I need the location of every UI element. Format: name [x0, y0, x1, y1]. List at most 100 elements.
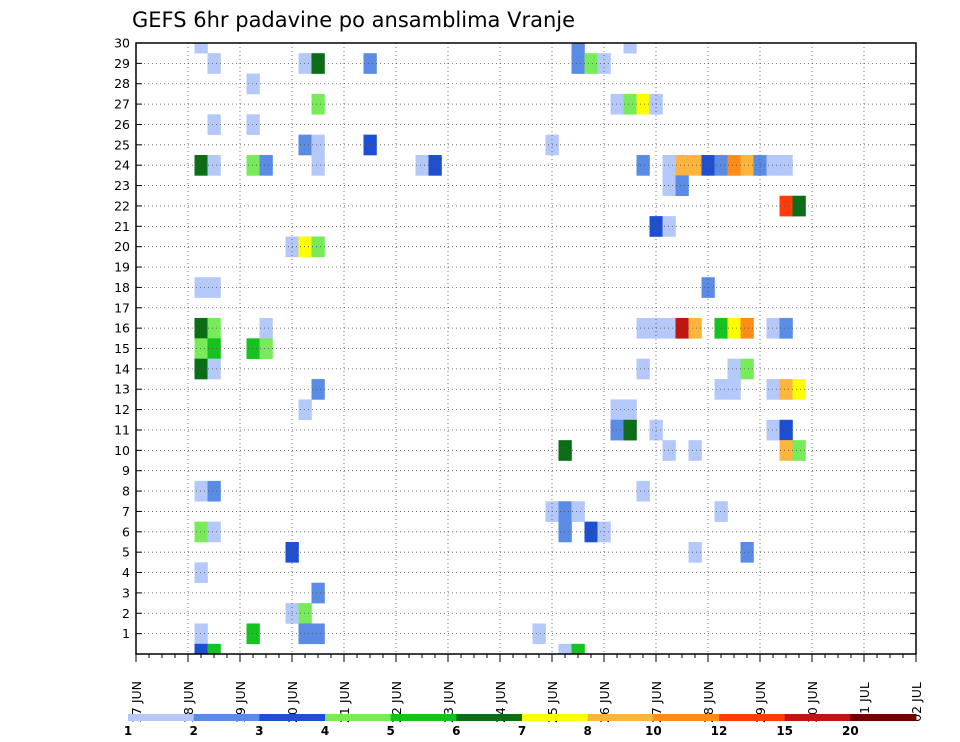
y-tick-label: 5: [122, 545, 130, 560]
precip-cell: [571, 501, 585, 522]
precip-cell: [207, 155, 221, 176]
precip-cell: [311, 623, 325, 645]
precip-cell: [584, 53, 598, 74]
precip-cell: [298, 623, 312, 645]
precip-cell: [558, 501, 572, 522]
precip-cell: [194, 480, 208, 502]
y-axis: 1234567891011121314151617181920212223242…: [114, 36, 916, 641]
precip-cell: [766, 419, 780, 441]
precip-cell: [194, 277, 208, 298]
precip-cell: [207, 53, 221, 74]
precip-cell: [246, 155, 260, 176]
precip-cell: [662, 155, 676, 176]
y-tick-label: 21: [114, 219, 130, 234]
precip-cell: [194, 623, 208, 645]
precip-cell: [207, 317, 221, 339]
legend-label: 10: [645, 724, 662, 738]
precip-cell: [571, 43, 585, 54]
precip-cell: [207, 480, 221, 502]
precip-cell: [298, 399, 312, 421]
precip-cell: [558, 643, 572, 655]
precip-cell: [311, 93, 325, 115]
precip-cell: [207, 521, 221, 543]
precip-cell: [194, 521, 208, 543]
legend-label: 6: [452, 724, 460, 738]
x-tick-label: 29 JUN: [753, 681, 768, 723]
legend-label: 3: [255, 724, 263, 738]
precip-cell: [792, 440, 806, 461]
y-tick-label: 20: [114, 239, 130, 254]
precip-cell: [558, 521, 572, 543]
precip-cell: [714, 155, 728, 176]
y-tick-label: 16: [114, 321, 130, 336]
precip-cell: [311, 134, 325, 156]
y-tick-label: 6: [122, 524, 130, 539]
legend-swatch: [587, 714, 654, 721]
legend-swatch: [653, 714, 720, 721]
precip-cell: [194, 338, 208, 359]
legend-swatch: [850, 714, 917, 721]
color-legend: 1 2 3 4 5 6 7 8 10 12 15 20: [124, 714, 917, 738]
precip-cell: [688, 155, 702, 176]
precip-cell: [246, 623, 260, 645]
y-tick-label: 3: [122, 585, 130, 600]
precip-cell: [779, 379, 793, 400]
precip-cell: [662, 440, 676, 461]
precip-cell: [415, 155, 429, 176]
x-tick-label: 25 JUN: [545, 681, 560, 723]
precip-cell: [727, 358, 741, 380]
y-tick-label: 2: [122, 606, 130, 621]
x-tick-label: 19 JUN: [233, 681, 248, 723]
precip-cell: [779, 419, 793, 441]
precip-cell: [532, 623, 546, 645]
chart-title: GEFS 6hr padavine po ansamblima Vranje: [132, 8, 575, 32]
precip-cell: [675, 175, 689, 197]
precip-cell: [779, 440, 793, 461]
precip-cell: [610, 399, 624, 421]
y-tick-label: 19: [114, 260, 130, 275]
precip-cell: [766, 317, 780, 339]
y-tick-label: 10: [114, 443, 130, 458]
legend-label: 1: [124, 724, 132, 738]
legend-swatch: [325, 714, 392, 721]
precip-cell: [636, 93, 650, 115]
legend-swatch: [456, 714, 523, 721]
precip-cell: [675, 317, 689, 339]
legend-swatch: [522, 714, 589, 721]
x-tick-label: 24 JUN: [493, 681, 508, 723]
y-tick-label: 29: [114, 56, 130, 71]
x-tick-label: 01 JUL: [857, 682, 872, 722]
y-tick-label: 18: [114, 280, 130, 295]
y-tick-label: 9: [122, 463, 130, 478]
precip-cell: [636, 358, 650, 380]
precip-cell: [571, 643, 585, 655]
precip-cell: [636, 155, 650, 176]
x-tick-label: 28 JUN: [701, 681, 716, 723]
y-tick-label: 15: [114, 341, 130, 356]
precip-cell: [766, 379, 780, 400]
precip-cell: [727, 317, 741, 339]
precip-cell: [740, 358, 754, 380]
precip-cell: [246, 338, 260, 359]
y-tick-label: 1: [122, 626, 130, 641]
precip-cell: [623, 43, 637, 54]
legend-label: 12: [711, 724, 728, 738]
precip-cell: [298, 53, 312, 74]
heatmap-cells: [194, 43, 806, 655]
precip-cell: [311, 582, 325, 604]
legend-label: 2: [189, 724, 197, 738]
precip-cell: [740, 541, 754, 563]
precip-cell: [558, 440, 572, 461]
x-tick-label: 30 JUN: [805, 681, 820, 723]
x-tick-label: 26 JUN: [597, 681, 612, 723]
y-tick-label: 23: [114, 178, 130, 193]
precip-cell: [688, 317, 702, 339]
precip-cell: [727, 379, 741, 400]
y-tick-label: 30: [114, 36, 130, 51]
precip-cell: [298, 236, 312, 258]
y-tick-label: 25: [114, 137, 130, 152]
legend-label: 20: [842, 724, 859, 738]
precip-cell: [194, 643, 208, 655]
precip-cell: [259, 155, 273, 176]
legend-label: 4: [321, 724, 329, 738]
